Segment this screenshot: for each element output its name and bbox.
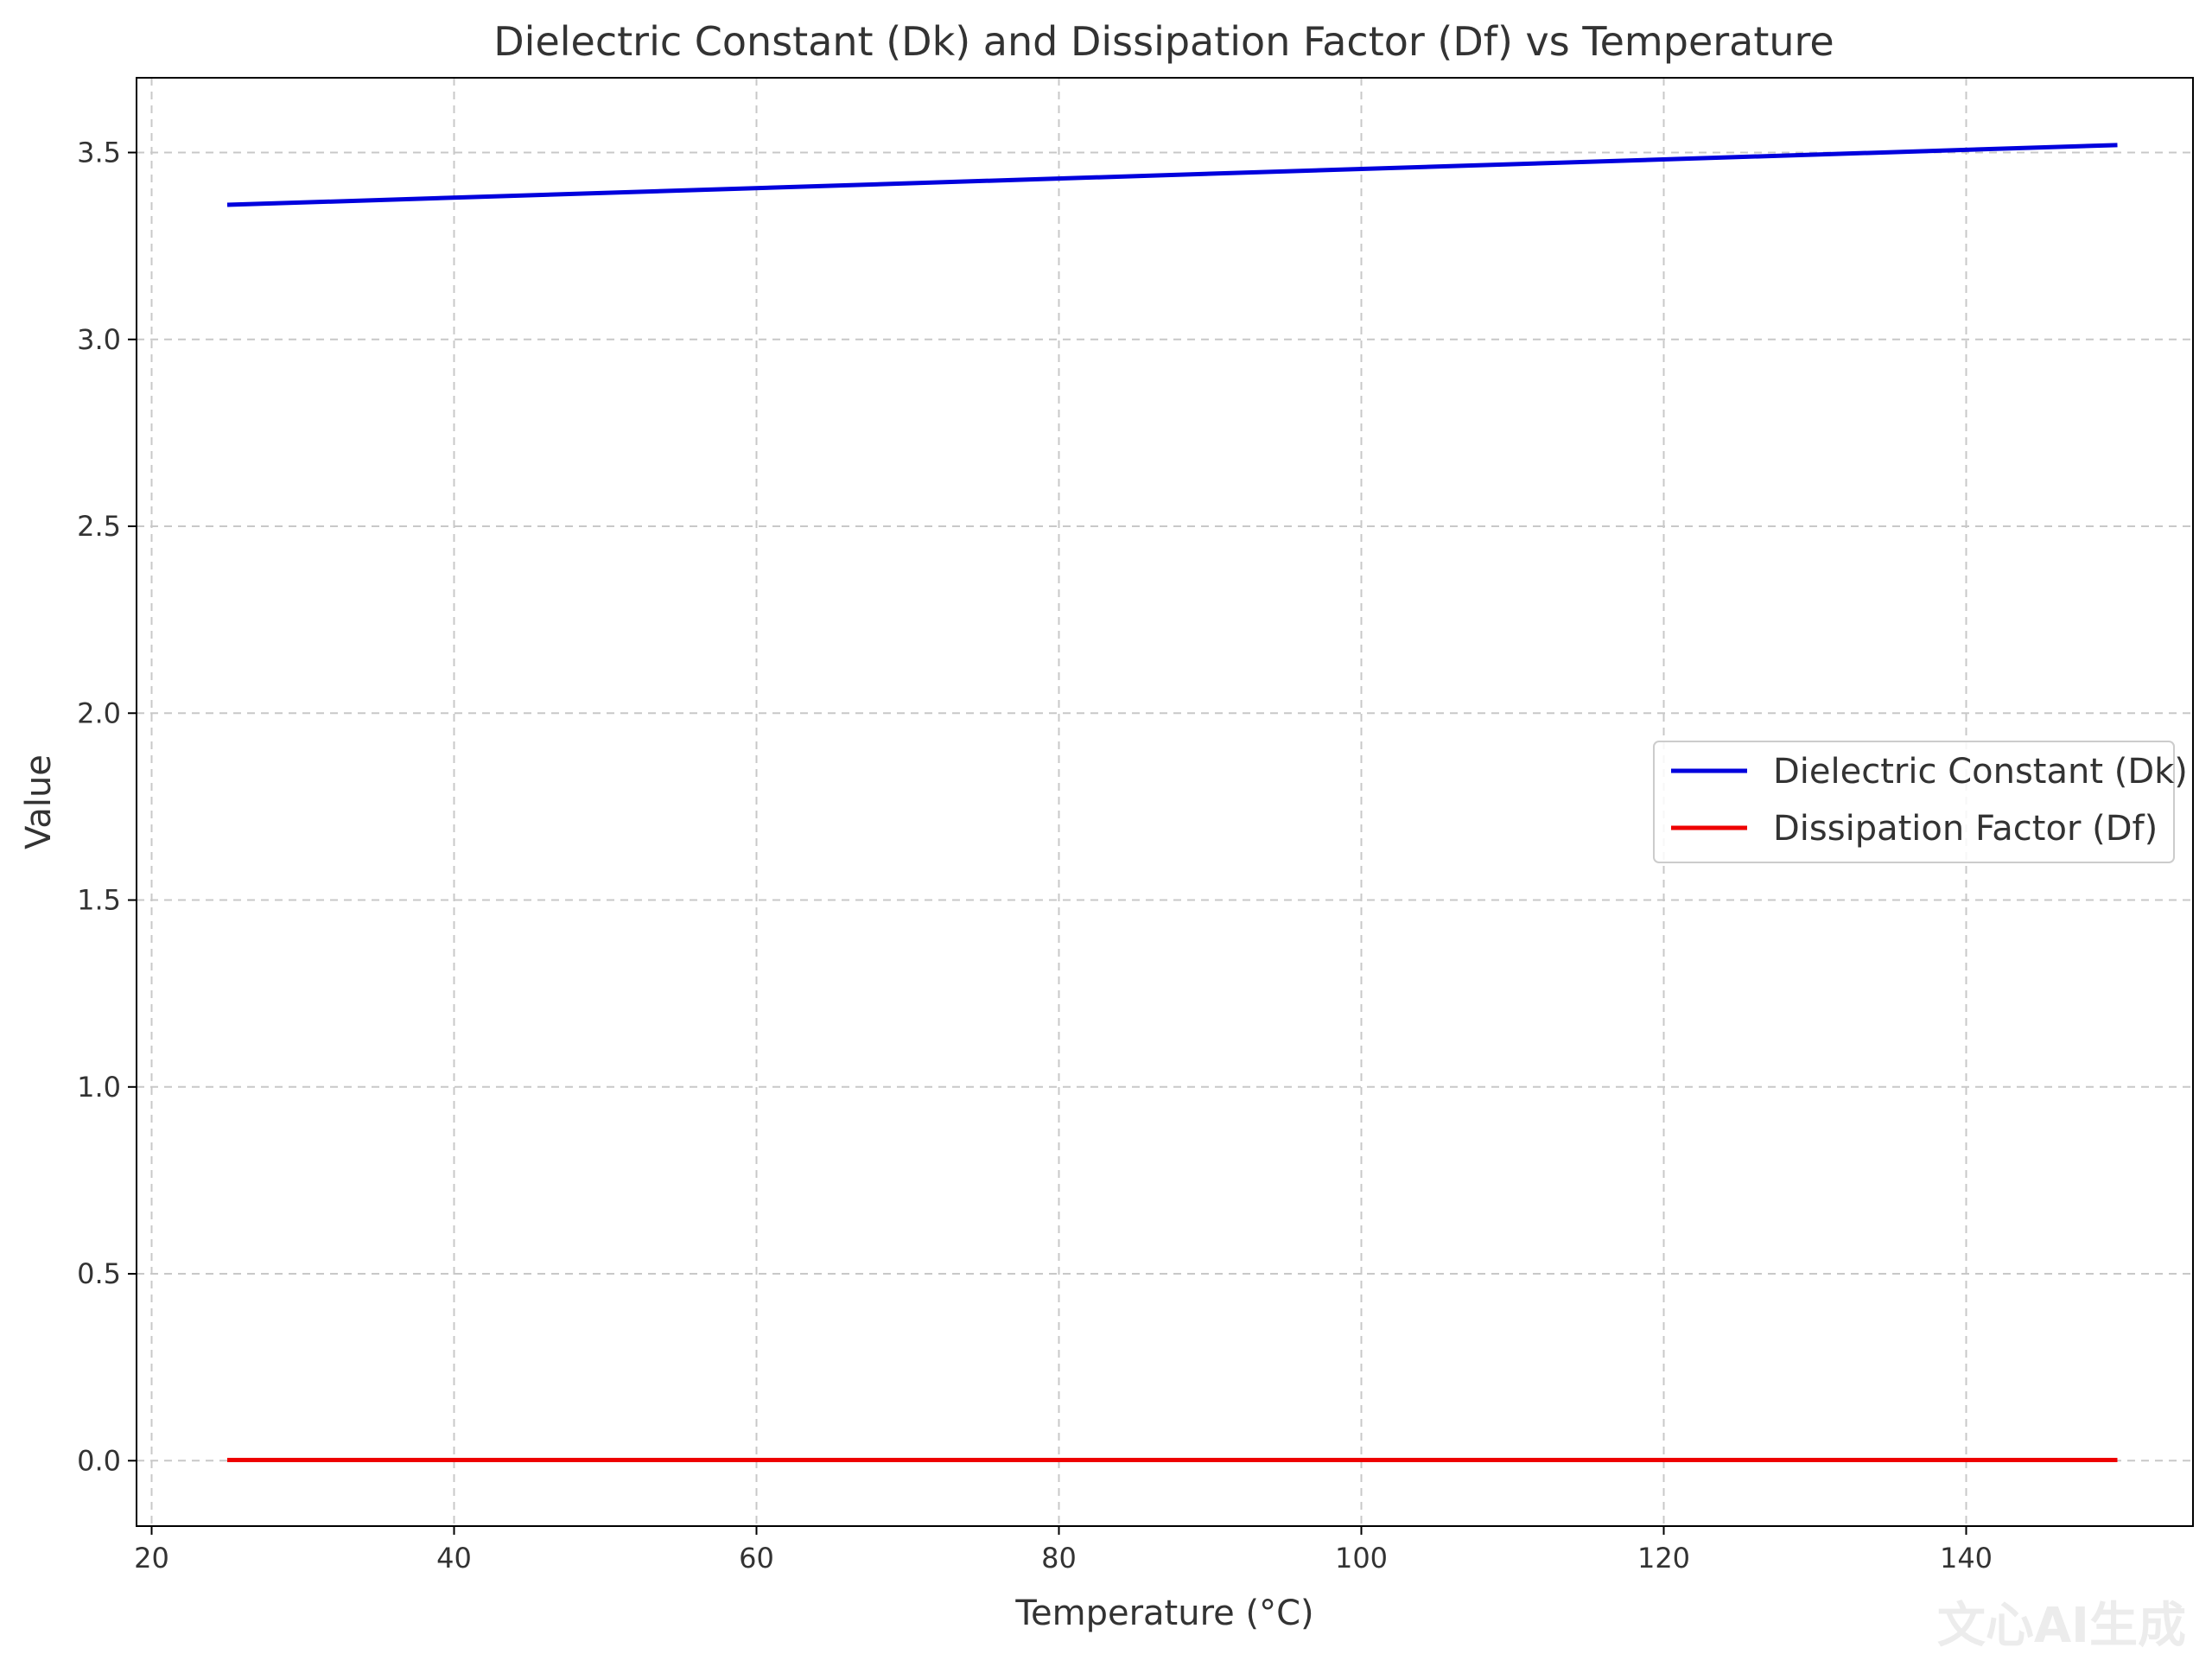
y-tick-label: 2.0	[77, 697, 121, 729]
x-tick-label: 100	[1335, 1542, 1388, 1574]
y-axis-label: Value	[19, 754, 59, 849]
y-tick-label: 2.5	[77, 510, 121, 543]
y-axis-ticks: 0.0 0.5 1.0 1.5 2.0 2.5 3.0 3.5	[77, 137, 137, 1477]
y-tick-label: 1.5	[77, 884, 121, 917]
plot-area-frame	[136, 77, 2194, 1527]
x-tick-label: 140	[1940, 1542, 1993, 1574]
y-tick-label: 3.0	[77, 323, 121, 356]
series-layer	[226, 143, 2118, 1462]
y-tick-label: 3.5	[77, 137, 121, 169]
x-tick-label: 20	[134, 1542, 169, 1574]
legend-box	[1653, 741, 2175, 863]
legend-label-dk: Dielectric Constant (Dk)	[1773, 752, 2188, 792]
y-tick-label: 0.0	[77, 1444, 121, 1477]
chart-title: Dielectric Constant (Dk) and Dissipation…	[493, 18, 1834, 65]
y-tick-label: 0.5	[77, 1257, 121, 1290]
legend-label-df: Dissipation Factor (Df)	[1773, 809, 2158, 849]
x-tick-label: 120	[1637, 1542, 1690, 1574]
legend: Dielectric Constant (Dk) Dissipation Fac…	[1653, 741, 2188, 863]
x-axis-ticks: 20 40 60 80 100 120 140	[134, 1526, 1993, 1574]
series-line-dk	[226, 143, 2118, 207]
x-tick-label: 40	[436, 1542, 472, 1574]
x-axis-label: Temperature (°C)	[1014, 1594, 1313, 1633]
x-tick-label: 60	[739, 1542, 774, 1574]
y-tick-label: 1.0	[77, 1071, 121, 1104]
x-tick-label: 80	[1041, 1542, 1077, 1574]
watermark: 文心AI生成	[1937, 1598, 2186, 1654]
